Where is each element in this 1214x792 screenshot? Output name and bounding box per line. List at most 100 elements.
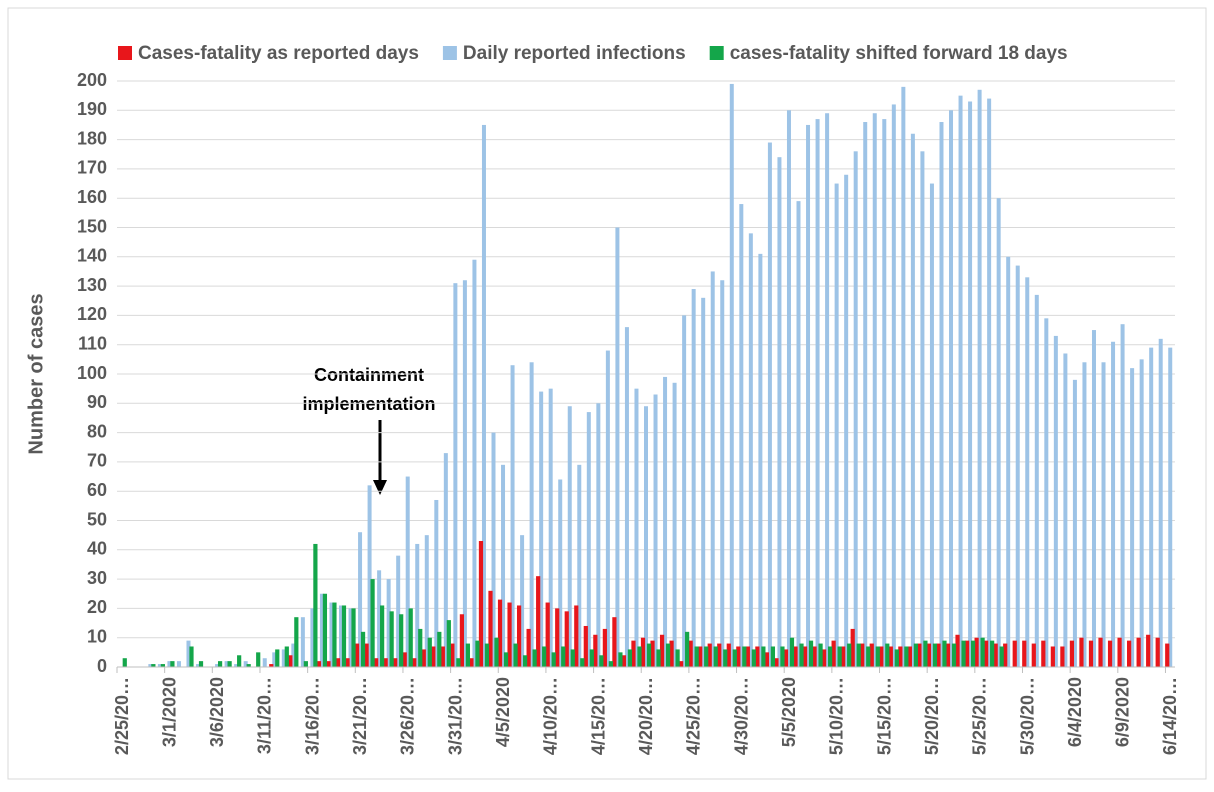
bar [1015,265,1020,667]
bar [672,382,677,667]
bar [1063,353,1068,667]
bar [885,643,890,667]
x-tick-label: 5/30/20… [1017,677,1037,755]
bar [478,541,484,667]
bar [682,315,687,667]
bar [665,643,671,667]
bar [627,649,633,667]
bar [319,593,324,667]
bar [968,101,973,667]
bar [462,280,467,667]
bar [767,142,772,667]
bar [704,646,709,667]
y-axis-label: Number of cases [25,293,47,454]
bar [234,664,239,667]
bar [996,198,1001,667]
bar [608,661,613,667]
x-tick-label: 6/9/2020 [1113,677,1133,747]
bar [942,640,947,667]
bar [977,89,982,668]
y-tick-label: 120 [77,304,107,324]
bar [1012,640,1017,667]
bar [396,555,401,667]
x-tick-label: 4/25/20… [684,677,704,755]
bar [424,535,429,667]
bar [729,83,734,668]
bar [640,637,646,667]
bar [742,646,747,667]
bar [980,637,985,667]
x-tick-label: 3/26/20… [398,677,418,755]
bar [459,614,465,667]
bar [618,652,623,667]
bar [818,643,823,667]
x-tick-label: 4/15/20… [588,677,608,755]
bar [631,640,636,667]
bar [418,628,423,667]
bar [879,646,884,667]
bar [284,646,289,667]
bar [780,646,785,667]
bar [593,634,598,667]
bar [586,412,591,667]
bar [341,605,347,667]
bar [964,640,970,667]
bar [332,602,337,667]
bar [650,640,655,667]
bar [888,646,893,667]
bar [1031,643,1036,667]
bar [377,570,382,667]
bar [561,646,566,667]
x-tick-label: 3/6/2020 [207,677,227,747]
bar [793,646,798,667]
bar [348,608,353,667]
bar [923,640,928,667]
bar [853,151,858,667]
bar [755,646,760,667]
bar [1060,646,1065,667]
bar [602,628,607,667]
y-tick-label: 30 [87,568,107,588]
bar [494,637,499,667]
bar [605,350,610,667]
bar [984,640,989,667]
bar [446,620,451,667]
bar [872,113,877,668]
bar [475,640,480,667]
x-tick-label: 5/15/20… [874,677,894,755]
x-tick-label: 5/5/2020 [779,677,799,747]
bar [510,365,515,667]
bar [1072,379,1077,667]
bar [761,646,766,667]
y-tick-label: 70 [87,451,107,471]
bar [926,643,932,667]
y-tick-label: 130 [77,275,107,295]
legend-label: Cases-fatality as reported days [138,43,419,64]
bar [1082,362,1087,667]
bar [520,535,525,667]
bar [945,643,951,667]
bar [1127,640,1132,667]
bar [262,658,267,667]
bar [860,643,865,667]
bar [367,485,372,667]
bar [329,602,334,667]
bar [408,608,413,667]
bar [834,183,839,668]
bar [360,631,366,667]
y-tick-label: 40 [87,539,107,559]
bar [717,643,722,667]
bar [1120,324,1125,667]
bar [269,664,274,667]
bar [507,602,512,667]
bar [196,664,201,667]
bar [866,646,871,667]
annotation: implementation [302,394,435,414]
bar [770,646,776,667]
bar [863,122,868,667]
bar [831,640,836,667]
bar [634,388,639,667]
bar [431,646,436,667]
y-tick-label: 160 [77,187,107,207]
x-tick-label: 6/14/20… [1160,677,1180,755]
